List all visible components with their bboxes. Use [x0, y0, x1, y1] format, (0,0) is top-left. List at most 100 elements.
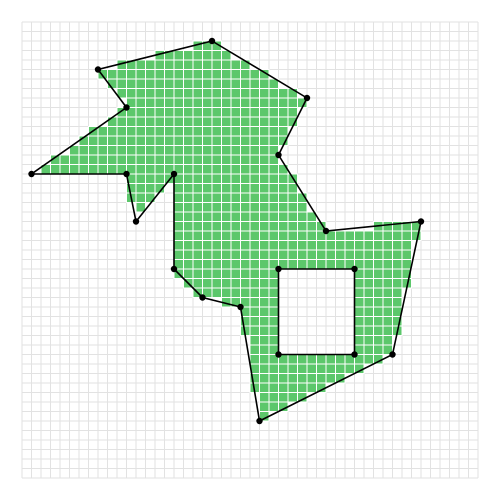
filled-cell	[259, 126, 270, 137]
filled-cell	[363, 354, 374, 365]
filled-cell	[249, 278, 260, 289]
filled-cell	[363, 316, 374, 327]
filled-cell	[373, 335, 384, 346]
filled-cell	[268, 297, 279, 308]
filled-cell	[363, 306, 374, 317]
filled-cell	[240, 278, 251, 289]
polygon-vertex[interactable]	[351, 265, 358, 273]
filled-cell	[211, 240, 222, 251]
filled-cell	[230, 173, 241, 184]
filled-cell	[173, 107, 184, 118]
filled-cell	[173, 59, 184, 70]
polygon-vertex[interactable]	[208, 37, 216, 45]
polygon-vertex[interactable]	[275, 265, 282, 273]
filled-cell	[230, 287, 241, 298]
polygon-vertex[interactable]	[351, 351, 358, 358]
filled-cell	[202, 154, 213, 165]
filled-cell	[211, 230, 222, 241]
polygon-vertex[interactable]	[275, 351, 282, 358]
filled-cell	[240, 259, 251, 270]
filled-cell	[88, 135, 99, 146]
filled-cell	[259, 240, 270, 251]
filled-cell	[325, 259, 336, 270]
filled-cell	[230, 97, 241, 108]
polygon-vertex[interactable]	[237, 303, 244, 311]
filled-cell	[259, 249, 270, 260]
filled-cell	[268, 202, 279, 213]
filled-cell	[221, 202, 232, 213]
polygon-vertex[interactable]	[275, 151, 282, 159]
filled-cell	[164, 97, 175, 108]
filled-cell	[259, 97, 270, 108]
polygon-vertex[interactable]	[199, 294, 206, 301]
polygon-vertex[interactable]	[28, 170, 35, 178]
polygon-vertex[interactable]	[132, 218, 140, 225]
filled-cell	[363, 335, 374, 346]
filled-cell	[192, 78, 203, 89]
filled-cell	[354, 230, 365, 241]
filled-cell	[259, 259, 270, 270]
filled-cell	[221, 240, 232, 251]
filled-cell	[392, 287, 403, 298]
filled-cell	[97, 126, 108, 137]
filled-cell	[211, 202, 222, 213]
filled-cell	[145, 88, 156, 99]
filled-cell	[145, 173, 156, 184]
filled-cell	[249, 316, 260, 327]
filled-cell	[173, 69, 184, 80]
filled-cell	[363, 297, 374, 308]
polygon-vertex[interactable]	[170, 170, 178, 178]
filled-cell	[173, 145, 184, 156]
filled-cell	[221, 154, 232, 165]
filled-cell	[344, 249, 355, 260]
filled-cell	[268, 287, 279, 298]
filled-cell	[268, 306, 279, 317]
filled-cell	[211, 259, 222, 270]
filled-cell	[373, 344, 384, 355]
filled-cell	[164, 154, 175, 165]
filled-cell	[202, 173, 213, 184]
filled-cell	[240, 135, 251, 146]
filled-cell	[221, 183, 232, 194]
polygon-vertex[interactable]	[417, 218, 425, 225]
filled-cell	[268, 363, 279, 374]
filled-cell	[249, 325, 260, 336]
filled-cell	[316, 354, 327, 365]
filled-cell	[278, 97, 289, 108]
filled-cell	[240, 88, 251, 99]
filled-cell	[164, 88, 175, 99]
filled-cell	[382, 297, 393, 308]
filled-cell	[401, 249, 412, 260]
filled-cell	[268, 335, 279, 346]
filled-cell	[135, 59, 146, 70]
filled-cell	[287, 240, 298, 251]
polygon-vertex[interactable]	[123, 170, 130, 178]
filled-cell	[363, 278, 374, 289]
filled-cell	[221, 287, 232, 298]
filled-cell	[192, 97, 203, 108]
filled-cell	[107, 164, 118, 175]
filled-cell	[211, 164, 222, 175]
filled-cell	[249, 135, 260, 146]
filled-cell	[382, 344, 393, 355]
filled-cell	[202, 116, 213, 127]
polygon-vertex[interactable]	[389, 351, 396, 358]
polygon-vertex[interactable]	[256, 417, 263, 425]
polygon-vertex[interactable]	[170, 265, 178, 273]
polygon-vertex[interactable]	[123, 104, 130, 111]
filled-cell	[335, 363, 346, 374]
filled-cell	[373, 287, 384, 298]
filled-cell	[135, 154, 146, 165]
polygon-vertex[interactable]	[322, 227, 330, 235]
filled-cell	[297, 259, 308, 270]
filled-cell	[211, 97, 222, 108]
polygon-vertex[interactable]	[303, 94, 311, 102]
filled-cell	[183, 259, 194, 270]
filled-cell	[221, 107, 232, 118]
filled-cell	[382, 325, 393, 336]
polygon-vertex[interactable]	[94, 66, 102, 73]
filled-cell	[363, 325, 374, 336]
polygon-vertices[interactable]	[28, 37, 425, 425]
filled-cell	[259, 173, 270, 184]
